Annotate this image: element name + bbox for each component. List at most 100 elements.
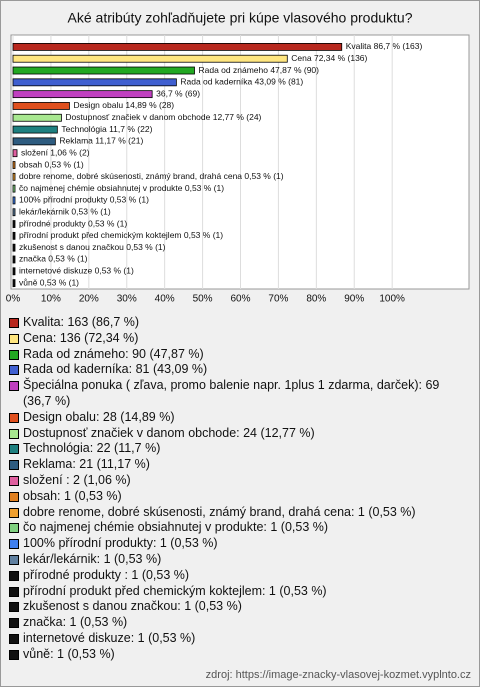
legend-swatch <box>9 475 19 486</box>
legend-label: 100% přírodní produkty: 1 (0,53 %) <box>23 536 218 551</box>
legend-item: přírodní produkt před chemickým koktejle… <box>9 584 471 600</box>
bar-label: Dostupnosť značiek v danom obchode 12,77… <box>65 112 261 122</box>
legend-label: obsah: 1 (0,53 %) <box>23 488 122 503</box>
bar-label: Cena 72,34 % (136) <box>291 53 367 63</box>
legend-item: lekár/lekárnik: 1 (0,53 %) <box>9 552 471 568</box>
x-tick-label: 50% <box>193 294 213 305</box>
legend-item: Špeciálna ponuka ( zľava, promo balenie … <box>9 378 471 410</box>
bar <box>12 220 16 228</box>
bar <box>12 137 56 146</box>
bar <box>12 78 177 87</box>
legend-swatch <box>9 412 19 423</box>
legend-swatch <box>9 365 19 376</box>
legend: Kvalita: 163 (86,7 %) Cena: 136 (72,34 %)… <box>9 315 471 663</box>
legend-swatch <box>9 318 19 328</box>
bar <box>12 66 195 75</box>
bar <box>12 255 16 264</box>
bar <box>12 149 18 158</box>
bar-label: Design obalu 14,89 % (28) <box>73 100 174 110</box>
bar <box>12 113 62 122</box>
legend-item: značka: 1 (0,53 %) <box>9 615 471 631</box>
legend-label: přírodné produkty : 1 (0,53 %) <box>23 567 190 582</box>
legend-swatch <box>9 633 19 644</box>
x-tick-label: 100% <box>379 294 405 305</box>
bar-label: internetové diskuze 0,53 % (1) <box>19 266 134 276</box>
bar <box>12 279 16 287</box>
legend-label: zkušenost s danou značkou: 1 (0,53 %) <box>23 599 242 614</box>
legend-item: složení : 2 (1,06 %) <box>9 473 471 489</box>
legend-item: Technológia: 22 (11,7 %) <box>9 441 471 457</box>
bar-label: vůně 0,53 % (1) <box>19 277 79 287</box>
bar-label: Rada od kaderníka 43,09 % (81) <box>180 77 303 87</box>
bar <box>12 184 16 193</box>
legend-item: Kvalita: 163 (86,7 %) <box>9 315 471 331</box>
bar <box>12 102 70 110</box>
bar-label: přírodní produkt před chemickým koktejle… <box>19 230 223 240</box>
legend-item: Reklama: 21 (11,17 %) <box>9 457 471 473</box>
legend-item: Design obalu: 28 (14,89 %) <box>9 410 471 426</box>
legend-swatch <box>9 539 19 550</box>
legend-item: 100% přírodní produkty: 1 (0,53 %) <box>9 536 471 552</box>
x-tick-label: 20% <box>79 294 99 305</box>
legend-swatch <box>9 444 19 455</box>
bar-label: dobre renome, dobré skúsenosti, známý br… <box>19 171 284 181</box>
bar <box>12 54 288 63</box>
bar <box>12 161 16 169</box>
x-tick-label: 10% <box>41 294 61 305</box>
bar-label: Kvalita 86,7 % (163) <box>346 41 423 51</box>
legend-label: Rada od kaderníka: 81 (43,09 %) <box>23 362 208 377</box>
source: zdroj: https://image-znacky-vlasovej-koz… <box>205 669 471 681</box>
x-tick-label: 70% <box>268 294 288 305</box>
legend-label: vůně: 1 (0,53 %) <box>23 646 115 661</box>
x-tick-label: 0% <box>6 294 21 305</box>
legend-swatch <box>9 381 19 392</box>
bar-label: Reklama 11,17 % (21) <box>59 136 143 146</box>
bar <box>12 172 16 181</box>
x-tick-label: 30% <box>117 294 137 305</box>
legend-swatch <box>9 586 19 597</box>
bar-label: značka 0,53 % (1) <box>19 254 88 264</box>
legend-label: lekár/lekárnik: 1 (0,53 %) <box>23 551 162 566</box>
legend-swatch <box>9 349 19 360</box>
legend-item: Rada od známeho: 90 (47,87 %) <box>9 347 471 363</box>
legend-item: Dostupnosť značiek v danom obchode: 24 (… <box>9 426 471 442</box>
bar-label: Technológia 11,7 % (22) <box>61 124 152 134</box>
x-tick-label: 80% <box>306 294 326 305</box>
legend-label: značka: 1 (0,53 %) <box>23 615 128 630</box>
legend-item: Cena: 136 (72,34 %) <box>9 331 471 347</box>
legend-item: přírodné produkty : 1 (0,53 %) <box>9 568 471 584</box>
bar-label: zkušenost s danou značkou 0,53 % (1) <box>19 242 166 252</box>
legend-swatch <box>9 523 19 534</box>
bar <box>12 125 58 134</box>
legend-label: Cena: 136 (72,34 %) <box>23 330 139 345</box>
legend-label: Špeciálna ponuka ( zľava, promo balenie … <box>23 378 440 408</box>
chart: Aké atribúty zohľadňujete pri kúpe vlaso… <box>6 10 470 305</box>
legend-label: Design obalu: 28 (14,89 %) <box>23 409 175 424</box>
legend-swatch <box>9 333 19 344</box>
chart-title: Aké atribúty zohľadňujete pri kúpe vlaso… <box>68 10 413 26</box>
legend-label: Rada od známeho: 90 (47,87 %) <box>23 346 204 361</box>
legend-item: čo najmenej chémie obsiahnutej v produkt… <box>9 520 471 536</box>
legend-label: dobre renome, dobré skúsenosti, známý br… <box>23 504 416 519</box>
legend-label: Reklama: 21 (11,17 %) <box>23 457 150 472</box>
bar-label: lekár/lekárnik 0,53 % (1) <box>19 206 111 216</box>
legend-swatch <box>9 460 19 471</box>
bar-label: 100% přírodní produkty 0,53 % (1) <box>19 195 149 205</box>
bar-label: složení 1,06 % (2) <box>21 147 90 157</box>
legend-label: Dostupnosť značiek v danom obchode: 24 (… <box>23 425 315 440</box>
legend-label: složení : 2 (1,06 %) <box>23 472 131 487</box>
legend-label: internetové diskuze: 1 (0,53 %) <box>23 630 196 645</box>
legend-label: Technológia: 22 (11,7 %) <box>23 441 161 456</box>
legend-swatch <box>9 507 19 518</box>
x-tick-label: 60% <box>230 294 250 305</box>
legend-item: Rada od kaderníka: 81 (43,09 %) <box>9 362 471 378</box>
bar-label: 36,7 % (69) <box>156 88 200 98</box>
legend-swatch <box>9 618 19 629</box>
bar <box>12 196 16 205</box>
x-tick-label: 90% <box>344 294 364 305</box>
legend-swatch <box>9 491 19 502</box>
legend-label: přírodní produkt před chemickým koktejle… <box>23 583 327 598</box>
legend-item: dobre renome, dobré skúsenosti, známý br… <box>9 505 471 521</box>
bar-label: přírodné produkty 0,53 % (1) <box>19 218 127 228</box>
